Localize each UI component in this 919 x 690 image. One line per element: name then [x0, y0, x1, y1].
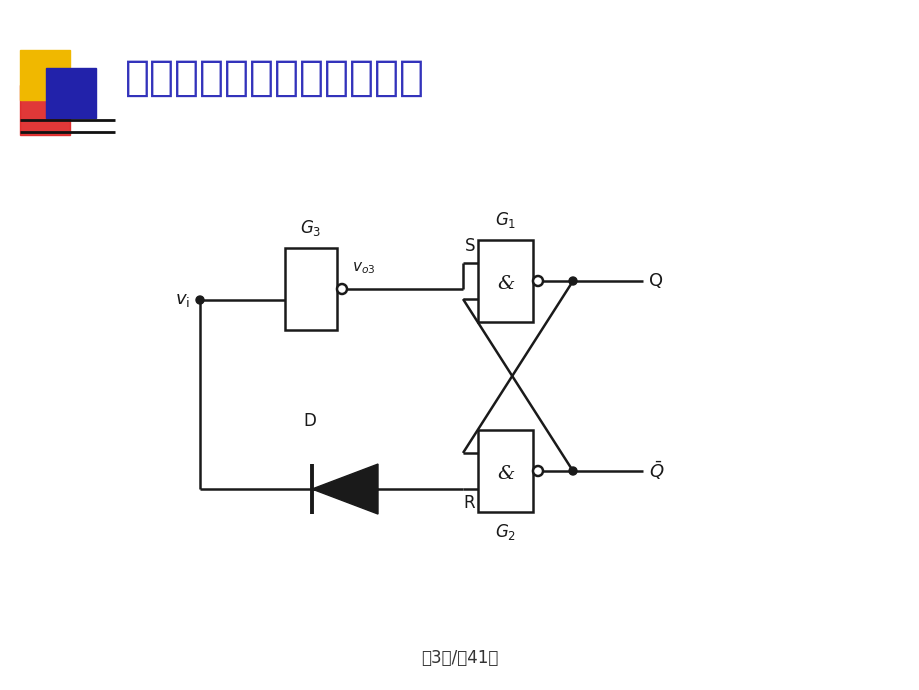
Text: &: & [496, 275, 514, 293]
Text: $v_{o3}$: $v_{o3}$ [352, 260, 375, 276]
Bar [478, 240, 532, 322]
Polygon shape [312, 464, 378, 514]
Text: $\bar{Q}$: $\bar{Q}$ [648, 460, 664, 482]
Circle shape [532, 276, 542, 286]
Text: $G_2$: $G_2$ [494, 522, 516, 542]
Text: &: & [496, 465, 514, 483]
Circle shape [568, 277, 576, 285]
Text: $v_{\rm i}$: $v_{\rm i}$ [175, 291, 190, 309]
Text: D: D [303, 412, 316, 430]
Text: Q: Q [648, 272, 663, 290]
Bar [46, 68, 96, 118]
Circle shape [532, 466, 542, 476]
Circle shape [336, 284, 346, 294]
Bar [285, 248, 336, 330]
Text: 第3页/共41页: 第3页/共41页 [421, 649, 498, 667]
Circle shape [196, 296, 204, 304]
Text: S: S [464, 237, 474, 255]
Text: $G_1$: $G_1$ [494, 210, 516, 230]
Bar [478, 430, 532, 512]
Bar [20, 85, 70, 135]
Circle shape [568, 467, 576, 475]
Text: $G_3$: $G_3$ [300, 218, 322, 238]
Text: R: R [463, 494, 474, 512]
Bar [20, 50, 70, 100]
Text: 集成门构成的施密特触发器: 集成门构成的施密特触发器 [125, 57, 425, 99]
